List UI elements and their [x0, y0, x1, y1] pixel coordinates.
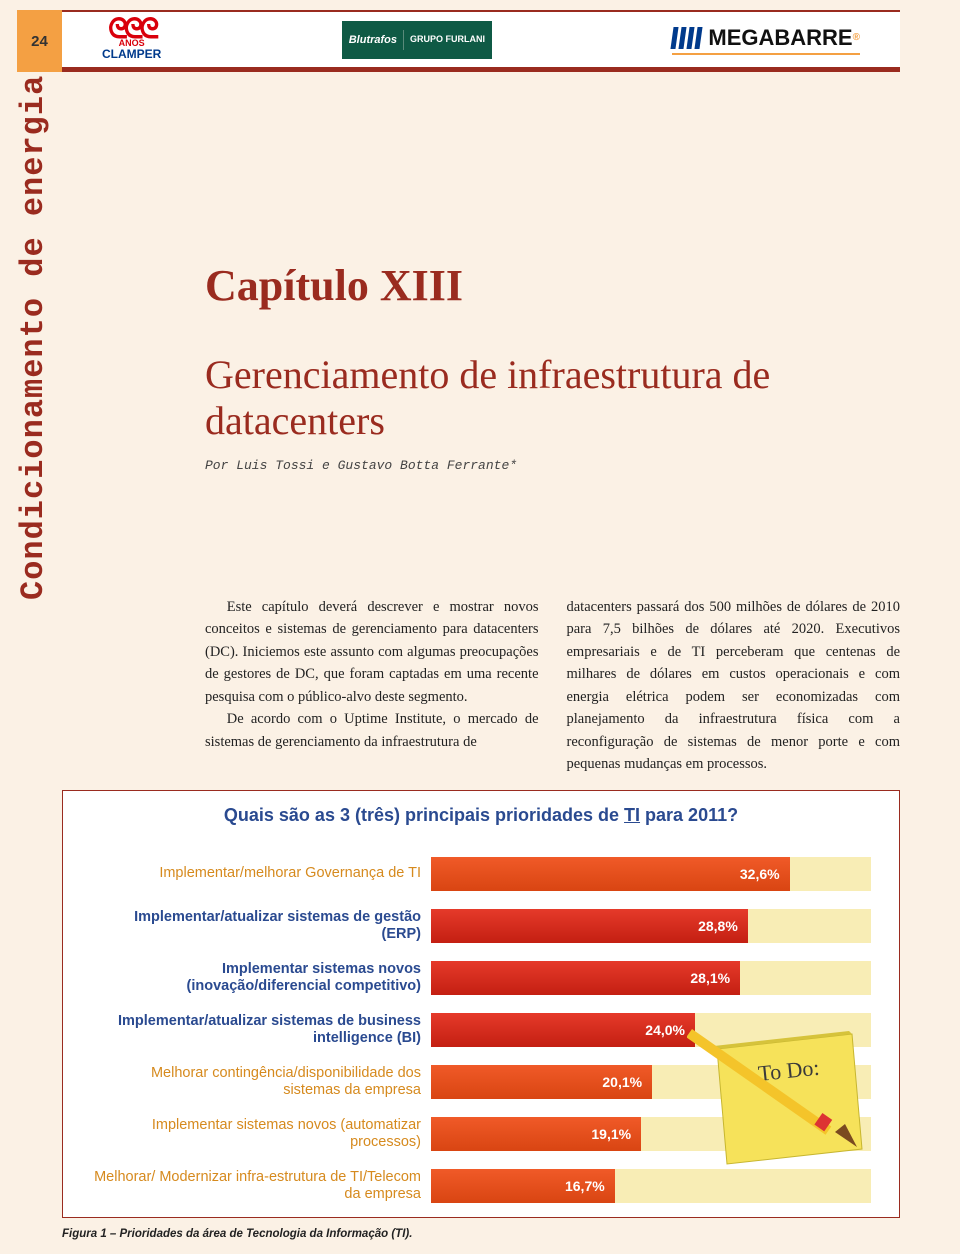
body-p1: Este capítulo deverá descrever e mostrar…	[205, 596, 539, 708]
chart-row-label: Implementar/atualizar sistemas de busine…	[91, 1013, 431, 1048]
blutrafos-right: GRUPO FURLANI	[410, 35, 485, 44]
chart-row: Implementar sistemas novos (inovação/dif…	[91, 958, 871, 998]
chart-row: Implementar sistemas novos (automatizar …	[91, 1114, 871, 1154]
chart-row-label: Melhorar contingência/disponibilidade do…	[91, 1065, 431, 1100]
chart-bar: 24,0%	[431, 1013, 695, 1047]
blutrafos-left: Blutrafos	[349, 34, 397, 46]
chart-area: Implementar/melhorar Governança de TI32,…	[91, 854, 871, 1206]
chart-bar: 16,7%	[431, 1169, 615, 1203]
megabarre-bars-icon	[672, 27, 704, 49]
body-col-2: datacenters passará dos 500 milhões de d…	[567, 596, 901, 776]
sponsor-megabarre: MEGABARRE®	[672, 25, 860, 55]
chart-bar-track: 28,8%	[431, 909, 871, 943]
chart-bar: 20,1%	[431, 1065, 652, 1099]
body-col-1: Este capítulo deverá descrever e mostrar…	[205, 596, 539, 776]
chart-bar-track: 24,0%	[431, 1013, 871, 1047]
chart-bar: 32,6%	[431, 857, 790, 891]
chart-row: Melhorar contingência/disponibilidade do…	[91, 1062, 871, 1102]
sponsor-clamper: ᘓᘓᘓ ANOS CLAMPER	[102, 19, 161, 60]
megabarre-text: MEGABARRE	[708, 25, 852, 51]
divider-icon	[403, 30, 404, 50]
chart-bar-track: 32,6%	[431, 857, 871, 891]
chart-title-suffix: para 2011?	[640, 805, 738, 825]
chart-bar: 28,8%	[431, 909, 748, 943]
clamper-name: CLAMPER	[102, 48, 161, 60]
chart-title-underline: TI	[624, 805, 640, 825]
chart-bar-track: 20,1%	[431, 1065, 871, 1099]
article-authors: Por Luis Tossi e Gustavo Botta Ferrante*	[205, 458, 517, 473]
chart-row: Implementar/atualizar sistemas de busine…	[91, 1010, 871, 1050]
chart-bar-track: 19,1%	[431, 1117, 871, 1151]
figure-1: Quais são as 3 (três) principais priorid…	[62, 790, 900, 1218]
page-number: 24	[17, 10, 62, 72]
chart-row-label: Implementar/atualizar sistemas de gestão…	[91, 909, 431, 944]
chart-title: Quais são as 3 (três) principais priorid…	[91, 805, 871, 826]
chart-title-prefix: Quais são as 3 (três) principais priorid…	[224, 805, 624, 825]
chart-bar-track: 28,1%	[431, 961, 871, 995]
chart-row: Implementar/melhorar Governança de TI32,…	[91, 854, 871, 894]
body-columns: Este capítulo deverá descrever e mostrar…	[205, 596, 900, 776]
chart-bar: 28,1%	[431, 961, 740, 995]
side-section-title: Condicionamento de energia	[15, 75, 52, 600]
chart-row-label: Melhorar/ Modernizar infra-estrutura de …	[91, 1169, 431, 1204]
sponsor-blutrafos: Blutrafos GRUPO FURLANI	[342, 21, 492, 59]
chart-bar: 19,1%	[431, 1117, 641, 1151]
chart-bar-track: 16,7%	[431, 1169, 871, 1203]
figure-caption: Figura 1 – Prioridades da área de Tecnol…	[62, 1228, 412, 1240]
chart-row-label: Implementar sistemas novos (inovação/dif…	[91, 961, 431, 996]
article-subtitle: Gerenciamento de infraestrutura de datac…	[205, 352, 905, 444]
chart-row: Melhorar/ Modernizar infra-estrutura de …	[91, 1166, 871, 1206]
body-p2: De acordo com o Uptime Institute, o merc…	[205, 708, 539, 753]
body-p3: datacenters passará dos 500 milhões de d…	[567, 596, 901, 776]
chart-row: Implementar/atualizar sistemas de gestão…	[91, 906, 871, 946]
sponsor-bar: ᘓᘓᘓ ANOS CLAMPER Blutrafos GRUPO FURLANI…	[62, 10, 900, 72]
chart-row-label: Implementar sistemas novos (automatizar …	[91, 1117, 431, 1152]
chapter-title: Capítulo XIII	[205, 260, 463, 311]
chart-row-label: Implementar/melhorar Governança de TI	[91, 865, 431, 882]
clamper-icon: ᘓᘓᘓ	[102, 19, 161, 39]
